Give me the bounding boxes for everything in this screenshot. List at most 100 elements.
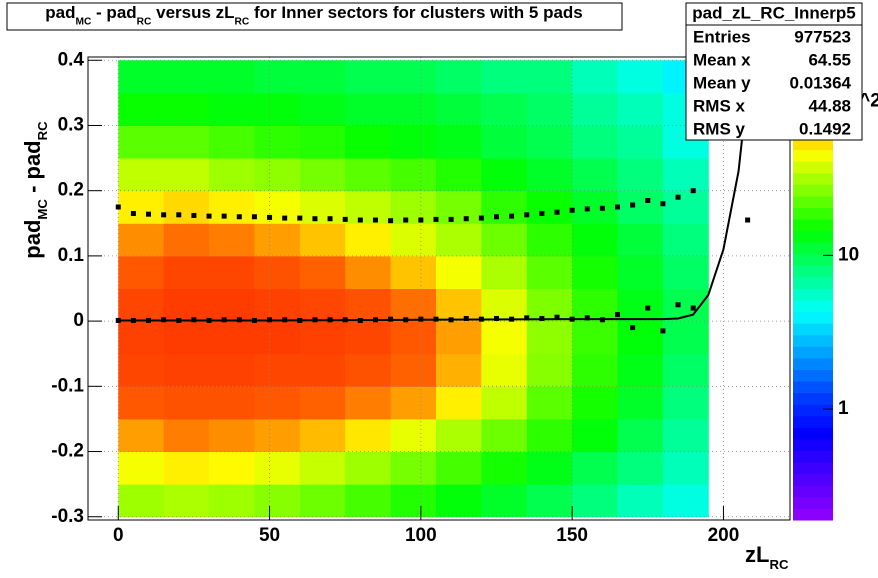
heatmap-cell	[390, 92, 437, 126]
text-part: for Inner sectors for clusters with 5 pa…	[249, 3, 582, 22]
heatmap-cell	[435, 125, 482, 159]
colorbar-step	[793, 404, 833, 417]
heatmap-cell	[163, 60, 210, 94]
subscript: RC	[35, 121, 50, 141]
y-axis-label: padMC - padRC	[20, 121, 51, 259]
heatmap-cell	[526, 60, 573, 94]
heatmap-cell	[118, 353, 165, 387]
heatmap-cell	[435, 288, 482, 322]
heatmap-cell	[299, 451, 346, 485]
profile-point	[282, 215, 288, 221]
heatmap-cell	[118, 190, 165, 224]
heatmap-cell	[617, 451, 664, 485]
heatmap-cell	[390, 451, 437, 485]
heatmap-cell	[299, 321, 346, 355]
colorbar-step	[793, 381, 833, 394]
heatmap-cell	[254, 321, 301, 355]
heatmap-cell	[435, 484, 482, 518]
colorbar-step	[793, 323, 833, 336]
y-tick-label: 0.1	[58, 245, 85, 266]
heatmap-cell	[254, 353, 301, 387]
x-tick-label: 0	[113, 525, 124, 546]
heatmap-cell	[662, 451, 709, 485]
heatmap-cell	[572, 451, 619, 485]
heatmap-cell	[662, 353, 709, 387]
heatmap-cell	[481, 158, 528, 192]
heatmap-cell	[209, 60, 255, 94]
text-part: pad	[45, 3, 75, 22]
colorbar-step	[793, 219, 833, 232]
heatmap-cell	[390, 321, 437, 355]
colorbar-step	[793, 172, 833, 185]
heatmap-cell	[526, 418, 573, 453]
heatmap-cell	[209, 321, 255, 355]
profile-point	[357, 217, 363, 223]
heatmap-cell	[662, 158, 709, 192]
text-part: zL	[745, 542, 769, 567]
heatmap-cell	[617, 92, 664, 126]
stats-value: 64.55	[808, 50, 851, 69]
heatmap-cell	[254, 60, 301, 94]
text-part: versus zL	[151, 3, 234, 22]
colorbar-step	[793, 149, 833, 162]
heatmap-cell	[617, 386, 664, 420]
y-tick-label: 0.2	[58, 180, 84, 201]
colorbar-step	[793, 195, 833, 208]
profile-point	[554, 314, 560, 320]
x-tick-label: 100	[405, 525, 437, 546]
heatmap-cell	[617, 321, 664, 355]
stats-label: Entries	[693, 27, 751, 46]
heatmap-cell	[345, 190, 392, 224]
heatmap-cell	[299, 288, 346, 322]
heatmap-cell	[526, 484, 573, 518]
heatmap-cell	[299, 125, 346, 159]
heatmap-cell	[390, 125, 437, 159]
heatmap-cell	[254, 223, 301, 257]
heatmap-cell	[435, 92, 482, 126]
colorbar-step	[793, 427, 833, 440]
colorbar-step	[793, 253, 833, 266]
heatmap-cell	[481, 386, 528, 420]
colorbar-step	[793, 485, 833, 498]
colorbar-step	[793, 334, 833, 347]
heatmap-cell	[481, 190, 528, 224]
heatmap-cell	[299, 223, 346, 257]
heatmap-cell	[163, 484, 210, 518]
heatmap-cell	[617, 353, 664, 387]
heatmap-cell	[118, 288, 165, 322]
colorbar-step	[793, 311, 833, 324]
heatmap-cell	[163, 190, 210, 224]
heatmap-cell	[572, 255, 619, 289]
heatmap-cell	[254, 386, 301, 420]
heatmap-cell	[481, 288, 528, 322]
colorbar-step	[793, 473, 833, 486]
stats-value: 44.88	[808, 96, 851, 115]
heatmap-cell	[435, 386, 482, 420]
heatmap-cell	[572, 418, 619, 453]
stats-value: 977523	[794, 27, 851, 46]
profile-point	[176, 212, 182, 218]
heatmap-cell	[481, 92, 528, 126]
subscript: MC	[75, 16, 91, 27]
heatmap-cell	[390, 418, 437, 453]
text-part: pad	[20, 220, 45, 259]
heatmap-cell	[481, 321, 528, 355]
colorbar-step	[793, 184, 833, 197]
heatmap-cell	[163, 125, 210, 159]
colorbar-step	[793, 369, 833, 382]
heatmap-cell	[254, 158, 301, 192]
heatmap-cell	[118, 92, 165, 126]
colorbar-step	[793, 242, 833, 255]
profile-point	[372, 217, 378, 223]
profile-point	[745, 217, 751, 223]
heatmap-cell	[345, 60, 392, 94]
heatmap-cell	[526, 158, 573, 192]
heatmap-cell	[662, 223, 709, 257]
profile-point	[206, 213, 212, 219]
heatmap-cell	[572, 288, 619, 322]
stats-label: RMS x	[693, 96, 746, 115]
heatmap-cell	[209, 255, 255, 289]
profile-point	[569, 207, 575, 213]
heatmap-cell	[526, 353, 573, 387]
